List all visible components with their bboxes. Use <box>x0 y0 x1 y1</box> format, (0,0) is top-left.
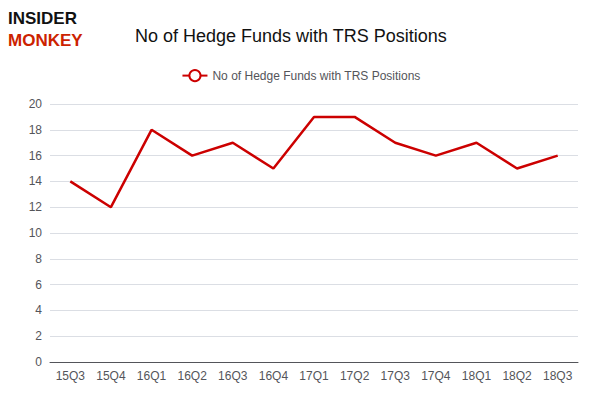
svg-text:4: 4 <box>35 303 42 317</box>
svg-text:6: 6 <box>35 278 42 292</box>
svg-text:0: 0 <box>35 355 42 369</box>
svg-text:15Q4: 15Q4 <box>96 369 126 383</box>
svg-text:18Q1: 18Q1 <box>462 369 492 383</box>
svg-text:18Q2: 18Q2 <box>502 369 532 383</box>
svg-text:INSIDER: INSIDER <box>8 9 77 28</box>
svg-text:No of Hedge Funds with TRS Pos: No of Hedge Funds with TRS Positions <box>212 69 420 83</box>
svg-text:No of Hedge Funds with TRS Pos: No of Hedge Funds with TRS Positions <box>135 26 447 46</box>
svg-text:17Q3: 17Q3 <box>381 369 411 383</box>
svg-text:10: 10 <box>29 226 43 240</box>
svg-text:16Q4: 16Q4 <box>259 369 289 383</box>
svg-text:2: 2 <box>35 329 42 343</box>
svg-text:14: 14 <box>29 174 43 188</box>
svg-text:20: 20 <box>29 97 43 111</box>
svg-text:15Q3: 15Q3 <box>56 369 86 383</box>
svg-text:16: 16 <box>29 149 43 163</box>
svg-text:16Q2: 16Q2 <box>177 369 207 383</box>
svg-text:12: 12 <box>29 200 43 214</box>
svg-text:MONKEY: MONKEY <box>8 31 83 50</box>
svg-text:8: 8 <box>35 252 42 266</box>
svg-text:16Q1: 16Q1 <box>137 369 167 383</box>
svg-text:17Q1: 17Q1 <box>299 369 329 383</box>
svg-text:18Q3: 18Q3 <box>543 369 573 383</box>
svg-text:17Q2: 17Q2 <box>340 369 370 383</box>
svg-text:18: 18 <box>29 123 43 137</box>
svg-text:17Q4: 17Q4 <box>421 369 451 383</box>
svg-text:16Q3: 16Q3 <box>218 369 248 383</box>
